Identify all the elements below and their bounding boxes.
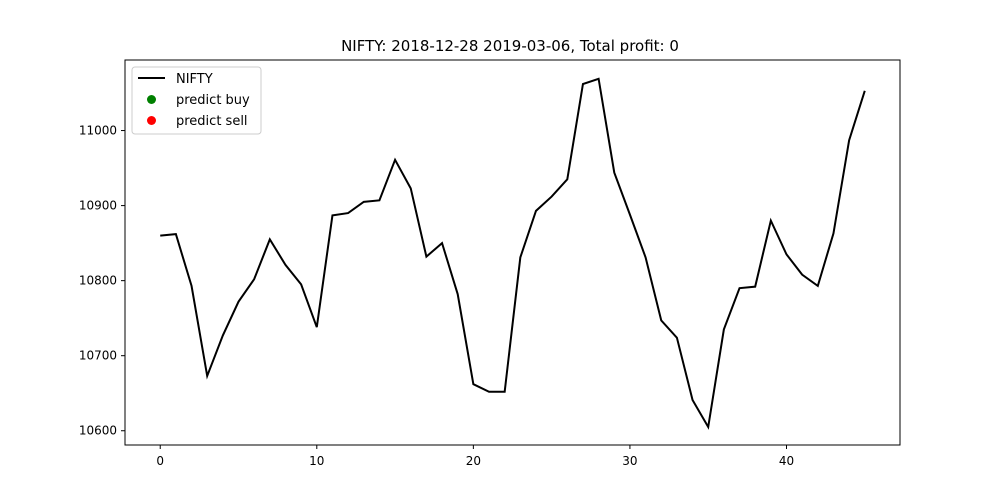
legend-label-predict-buy: predict buy: [176, 93, 250, 108]
legend-marker-predict-sell: [147, 116, 156, 125]
x-tick-label: 0: [156, 454, 164, 468]
y-tick-label: 10600: [79, 424, 117, 438]
x-axis: 0 10 20 30 40: [156, 445, 794, 468]
x-tick-label: 20: [466, 454, 481, 468]
x-tick-label: 30: [622, 454, 637, 468]
legend-label-nifty: NIFTY: [176, 72, 213, 87]
legend: NIFTY predict buy predict sell: [131, 66, 262, 135]
series-line-nifty: [160, 77, 866, 430]
legend-box: [131, 66, 262, 135]
axes-frame: [124, 59, 901, 446]
x-tick-label: 40: [779, 454, 794, 468]
y-tick-label: 10700: [79, 349, 117, 363]
chart-title: NIFTY: 2018-12-28 2019-03-06, Total prof…: [341, 37, 679, 55]
y-tick-label: 10900: [79, 199, 117, 213]
plot-area: [160, 77, 866, 430]
y-axis: 10600 10700 10800 10900 11000: [79, 124, 125, 438]
y-tick-label: 11000: [79, 124, 117, 138]
x-tick-label: 10: [309, 454, 324, 468]
y-tick-label: 10800: [79, 274, 117, 288]
legend-label-predict-sell: predict sell: [176, 114, 248, 129]
legend-marker-predict-buy: [147, 95, 156, 104]
